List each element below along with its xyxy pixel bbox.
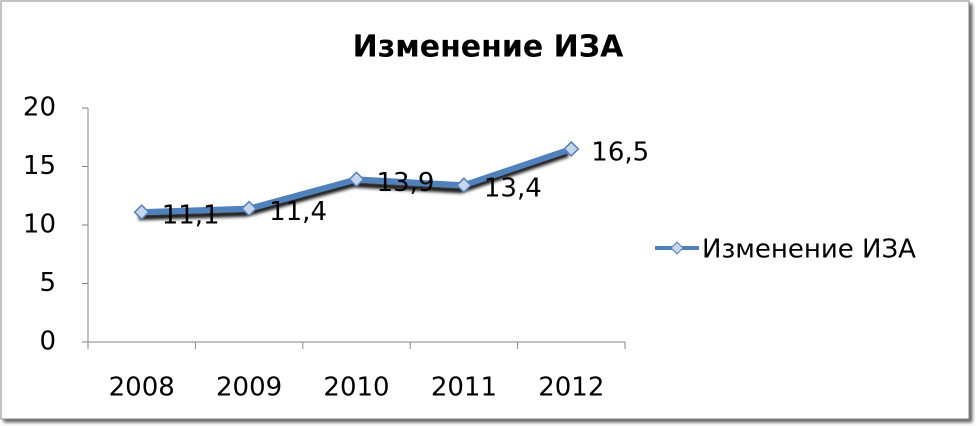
data-point bbox=[563, 140, 580, 158]
y-tick-label: 10 bbox=[23, 210, 56, 240]
y-tick-label: 0 bbox=[39, 327, 56, 357]
data-label: 16,5 bbox=[591, 137, 649, 167]
data-label: 11,1 bbox=[162, 201, 220, 231]
y-tick-label: 15 bbox=[23, 151, 56, 181]
y-tick-label: 20 bbox=[23, 93, 56, 123]
data-label: 13,9 bbox=[377, 168, 435, 198]
x-tick-label: 2009 bbox=[216, 373, 282, 403]
data-label: 13,4 bbox=[484, 174, 542, 204]
data-point bbox=[241, 200, 258, 217]
data-point bbox=[133, 204, 150, 221]
x-tick-label: 2008 bbox=[109, 373, 175, 403]
legend-marker bbox=[670, 241, 684, 255]
x-tick-label: 2012 bbox=[538, 373, 604, 403]
chart-title: Изменение ИЗА bbox=[353, 30, 624, 65]
data-point bbox=[348, 171, 365, 188]
legend-label: Изменение ИЗА bbox=[702, 235, 916, 265]
x-tick-label: 2010 bbox=[323, 373, 389, 403]
data-label: 11,4 bbox=[269, 197, 327, 227]
data-point bbox=[455, 177, 472, 194]
x-tick-label: 2011 bbox=[431, 373, 497, 403]
y-tick-label: 5 bbox=[39, 268, 56, 298]
